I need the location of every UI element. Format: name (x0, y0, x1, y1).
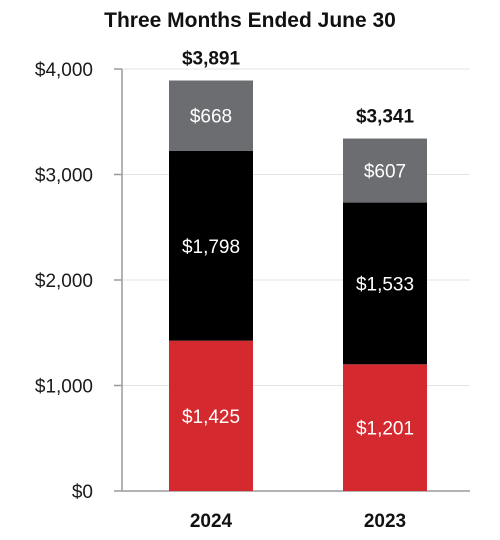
axes: $0 $1,000 $2,000 $3,000 $4,000 (35, 60, 470, 503)
bar-segment-label: $1,201 (356, 419, 414, 440)
bar-segment-label: $668 (190, 107, 232, 128)
bar-segment (343, 202, 427, 365)
bar-segment-label: $1,798 (182, 237, 240, 258)
bar-total-label: $3,341 (356, 107, 415, 128)
bar-segment-label: $1,533 (356, 274, 414, 295)
bar-segment-label: $607 (364, 162, 406, 183)
bar-total-label: $3,891 (182, 48, 241, 69)
bars (169, 80, 427, 491)
y-tick-label: $2,000 (35, 271, 93, 292)
y-tick-label: $0 (72, 482, 93, 503)
bar-segment-label: $1,425 (182, 407, 240, 428)
x-tick-label: 2023 (364, 511, 406, 532)
bar-segment (169, 80, 253, 151)
chart-title: Three Months Ended June 30 (104, 9, 396, 32)
labels: $1,425 $1,798 $668 $3,891 2024 $1,201 $1,533 $6… (182, 48, 415, 532)
bar-segment (169, 150, 253, 341)
y-tick-label: $3,000 (35, 166, 93, 187)
bar-segment (343, 138, 427, 203)
bar-segment (169, 340, 253, 491)
y-tick-label: $1,000 (35, 377, 93, 398)
bar-segment (343, 364, 427, 491)
x-tick-label: 2024 (190, 511, 233, 532)
y-tick-label: $4,000 (35, 60, 93, 81)
